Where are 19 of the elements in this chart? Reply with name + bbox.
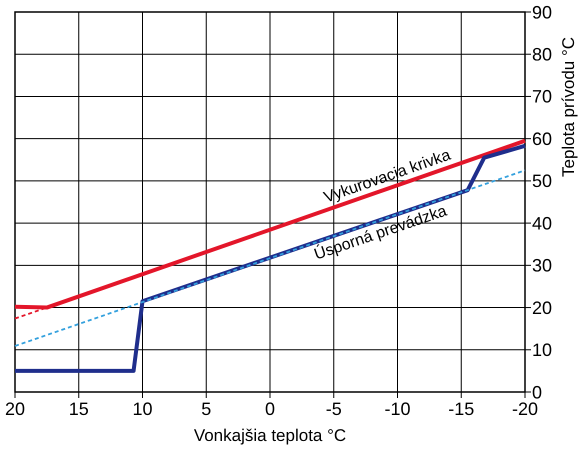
- x-axis-title: Vonkajšia teplota °C: [194, 426, 346, 445]
- x-tick-label: -5: [326, 399, 342, 419]
- y-tick-label: 90: [532, 2, 552, 22]
- x-tick-label: 10: [132, 399, 153, 419]
- y-tick-label: 50: [532, 171, 552, 192]
- x-tick-label: 15: [68, 399, 89, 419]
- x-tick-label: 0: [264, 399, 276, 419]
- y-tick-label: 30: [532, 256, 552, 276]
- x-tick-label: 20: [4, 399, 26, 419]
- x-tick-label: -15: [448, 399, 474, 419]
- x-tick-label: 5: [201, 399, 212, 419]
- y-tick-label: 70: [532, 86, 552, 107]
- x-tick-label: -10: [384, 399, 411, 419]
- y-tick-label: 80: [532, 44, 552, 65]
- y-tick-label: 40: [532, 213, 552, 234]
- y-tick-label: 10: [532, 340, 552, 360]
- y-tick-label: 60: [532, 128, 552, 149]
- y-tick-label: 20: [532, 298, 552, 318]
- y-axis-title: Teplota prívodu °C: [559, 36, 578, 178]
